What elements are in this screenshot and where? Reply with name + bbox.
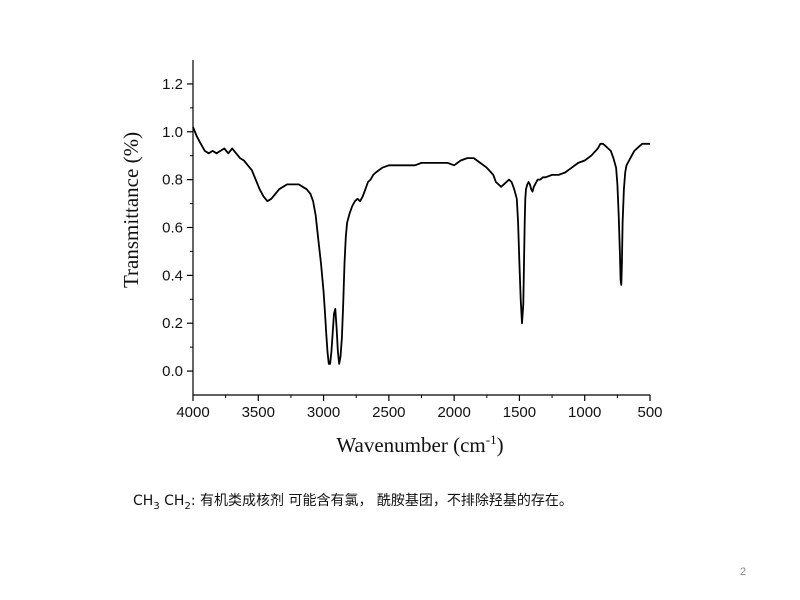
axis-ticks: [187, 83, 651, 401]
x-tick-label: 1000: [568, 404, 601, 421]
y-tick-label: 1.0: [162, 124, 183, 141]
y-tick-label: 1.2: [162, 76, 183, 93]
page-number: 2: [740, 566, 747, 578]
y-tick-label: 0.2: [162, 315, 183, 332]
x-tick-label: 500: [637, 404, 662, 421]
y-tick-label: 0.6: [162, 220, 183, 237]
x-tick-label: 2000: [437, 404, 470, 421]
y-tick-label: 0.4: [162, 267, 183, 284]
y-axis-title: Transmittance (%): [119, 132, 143, 288]
x-tick-label: 2500: [372, 404, 405, 421]
x-tick-label: 3500: [242, 404, 275, 421]
axis-tick-labels: 4000 3500 3000 2500 2000 1500 1000 500 0.0 0.2 0.4…: [162, 76, 662, 421]
spectrum-line: [192, 126, 650, 365]
plot-frame: [192, 60, 650, 396]
x-tick-label: 4000: [176, 404, 209, 421]
x-axis-title: Wavenumber (cm-1): [336, 432, 503, 457]
slide-caption: CH3 CH2: 有机类成核剂 可能含有氯， 酰胺基团，不排除羟基的存在。: [133, 493, 573, 512]
y-tick-label: 0.0: [162, 363, 183, 380]
x-tick-label: 1500: [503, 404, 536, 421]
ir-spectrum-chart: 4000 3500 3000 2500 2000 1500 1000 500 0.0 0.2 0.4…: [119, 60, 663, 457]
y-tick-label: 0.8: [162, 172, 183, 189]
x-tick-label: 3000: [307, 404, 340, 421]
